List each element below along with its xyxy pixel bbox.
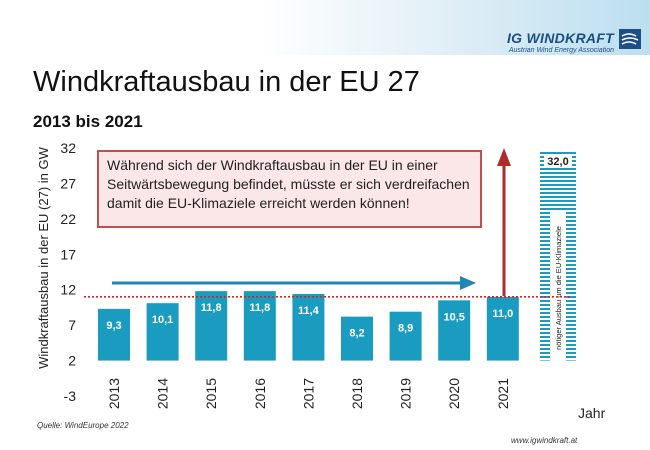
y-tick-label-2: 22: [60, 211, 76, 227]
target-value-bg: [544, 154, 572, 168]
trend-arrow-head: [460, 276, 476, 290]
y-tick-label-5: 7: [68, 317, 76, 333]
bar-value-label-2018: 8,2: [349, 328, 364, 340]
x-tick-label-2018: 2018: [349, 378, 365, 409]
header-band: IG WINDKRAFT Austrian Wind Energy Associ…: [0, 0, 650, 55]
bar-chart: 32 27 22 17 12 7 2 -3 Windkraftausbau in der EU …: [36, 140, 606, 420]
page-subtitle: 2013 bis 2021: [33, 112, 143, 131]
bar-value-label-2020: 10,5: [443, 311, 464, 323]
brand-name: IG WINDKRAFT: [506, 30, 614, 46]
bar-value-label-2016: 11,8: [249, 302, 270, 314]
y-tick-label-7: -3: [64, 388, 77, 404]
y-tick-label-4: 12: [60, 282, 76, 298]
growth-arrow-head: [497, 148, 511, 166]
bar-value-label-2019: 8,9: [398, 323, 413, 335]
page-title: Windkraftausbau in der EU 27: [33, 66, 420, 98]
y-tick-label-6: 2: [68, 353, 76, 369]
bar-2018: [341, 316, 373, 361]
callout-box: Während sich der Windkraftausbau in der …: [97, 150, 482, 228]
x-tick-label-2013: 2013: [106, 378, 122, 409]
x-tick-label-2020: 2020: [446, 378, 462, 409]
bar-value-label-2014: 10,1: [152, 314, 173, 326]
bar-value-label-2017: 11,4: [298, 305, 320, 317]
target-text-bg: [550, 212, 566, 364]
bar-2019: [389, 311, 422, 361]
bar-2013: [98, 308, 130, 361]
bar-2017: [292, 293, 325, 361]
y-tick-label-1: 27: [60, 175, 76, 191]
x-axis-title: Jahr: [578, 405, 606, 420]
bar-value-label-2021: 11,0: [492, 308, 513, 320]
x-tick-label-2019: 2019: [398, 378, 414, 409]
y-axis-title: Windkraftausbau in der EU (27) in GW: [36, 146, 51, 369]
bar-2015: [195, 291, 228, 361]
wind-logo-icon: [619, 29, 641, 49]
x-tick-label-2021: 2021: [495, 378, 511, 409]
bar-value-label-2013: 9,3: [106, 320, 121, 332]
brand: IG WINDKRAFT Austrian Wind Energy Associ…: [507, 30, 614, 54]
x-tick-label-2015: 2015: [203, 378, 219, 409]
website-url: www.igwindkraft.at: [511, 436, 578, 445]
x-tick-label-2017: 2017: [300, 378, 316, 409]
y-tick-label-0: 32: [60, 140, 76, 156]
bar-2014: [146, 303, 179, 361]
target-label: nötiger Ausbau um die EU-Klimaziele: [554, 226, 563, 350]
y-tick-label-3: 17: [60, 246, 76, 262]
bar-value-label-2015: 11,8: [201, 302, 222, 314]
bar-2020: [438, 300, 471, 361]
x-tick-label-2014: 2014: [155, 378, 171, 409]
brand-tagline: Austrian Wind Energy Association: [508, 47, 614, 54]
target-value-label: 32,0: [547, 156, 568, 168]
source-note: Quelle: WindEurope 2022: [37, 421, 129, 430]
bar-2021: [486, 296, 519, 361]
bar-2016: [243, 291, 276, 361]
x-tick-label-2016: 2016: [252, 378, 268, 409]
